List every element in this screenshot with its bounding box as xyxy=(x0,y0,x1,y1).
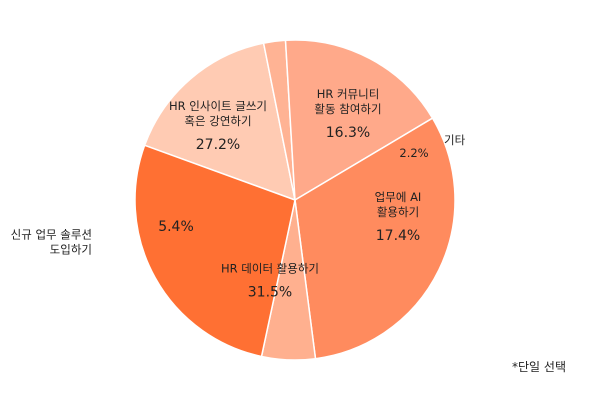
slice-4-value: 31.5% xyxy=(248,285,292,301)
slice-3-value: 17.4% xyxy=(376,228,420,244)
slice-3-label-line-2: 활용하기 xyxy=(377,205,419,219)
slice-5-label-line-2: 도입하기 xyxy=(50,243,92,257)
slice-4-label-line-1: HR 데이터 활용하기 xyxy=(221,262,319,276)
slice-6-label-line-2: 혹은 강연하기 xyxy=(184,114,251,128)
slice-1 xyxy=(143,42,296,202)
slice-3 xyxy=(284,39,434,202)
slice-3-label-line-1: 업무에 AI xyxy=(375,190,422,204)
pie-slices xyxy=(134,39,456,361)
slice-1-label-line-2: 활동 참여하기 xyxy=(314,102,381,116)
slice-5-value: 5.4% xyxy=(158,219,194,235)
slice-4 xyxy=(294,117,456,360)
slice-2-label-line-1: 기타 xyxy=(444,133,466,147)
slice-1-label-line-1: HR 커뮤니티 xyxy=(317,87,380,101)
footnote: *단일 선택 xyxy=(512,360,566,374)
slice-2-value: 2.2% xyxy=(399,146,428,160)
slice-6-value: 27.2% xyxy=(196,137,240,153)
slice-6-label-line-1: HR 인사이트 글쓰기 xyxy=(169,99,267,113)
slice-1-value: 16.3% xyxy=(326,125,370,141)
slice-5-label-line-1: 신규 업무 솔루션 xyxy=(11,228,92,242)
slice-6 xyxy=(134,144,296,358)
